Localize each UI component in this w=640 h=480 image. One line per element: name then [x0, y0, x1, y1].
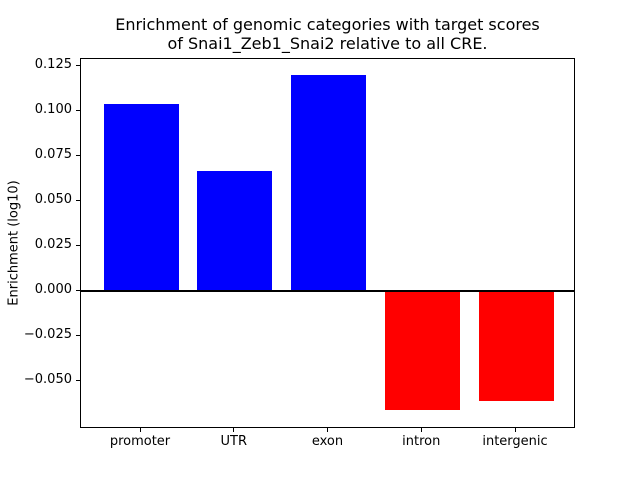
y-tick-label: −0.025 [23, 327, 72, 343]
y-tick-label: −0.050 [23, 372, 72, 388]
chart-title: Enrichment of genomic categories with ta… [115, 15, 540, 53]
plot-area [80, 58, 575, 428]
y-tick-mark [76, 289, 80, 291]
x-tick-label-intergenic: intergenic [482, 434, 548, 449]
y-tick-mark [76, 154, 80, 156]
x-tick-mark [233, 428, 235, 432]
bars-layer [81, 59, 574, 427]
y-tick-label: 0.125 [34, 57, 72, 73]
y-tick-label: 0.100 [34, 102, 72, 118]
x-tick-mark [139, 428, 141, 432]
bar-UTR [197, 170, 273, 292]
zero-baseline [81, 290, 574, 293]
y-tick-mark [76, 199, 80, 201]
x-tick-label-UTR: UTR [220, 434, 248, 449]
bar-intron [384, 291, 460, 411]
y-tick-label: 0.025 [34, 237, 72, 253]
y-tick-label: 0.075 [34, 147, 72, 163]
x-tick-label-promoter: promoter [109, 434, 171, 449]
y-tick-label: 0.050 [34, 192, 72, 208]
y-tick-mark [76, 334, 80, 336]
y-tick-label: 0.000 [34, 282, 72, 298]
x-tick-mark [514, 428, 516, 432]
y-tick-mark [76, 244, 80, 246]
y-tick-mark [76, 64, 80, 66]
bar-exon [291, 75, 366, 292]
x-tick-mark [420, 428, 422, 432]
y-tick-mark [76, 109, 80, 111]
y-tick-mark [76, 379, 80, 381]
x-tick-mark [327, 428, 328, 432]
x-tick-label-exon: exon [311, 434, 344, 449]
bar-promoter [103, 104, 179, 292]
x-tick-label-intron: intron [402, 434, 441, 449]
bar-intergenic [478, 291, 554, 402]
